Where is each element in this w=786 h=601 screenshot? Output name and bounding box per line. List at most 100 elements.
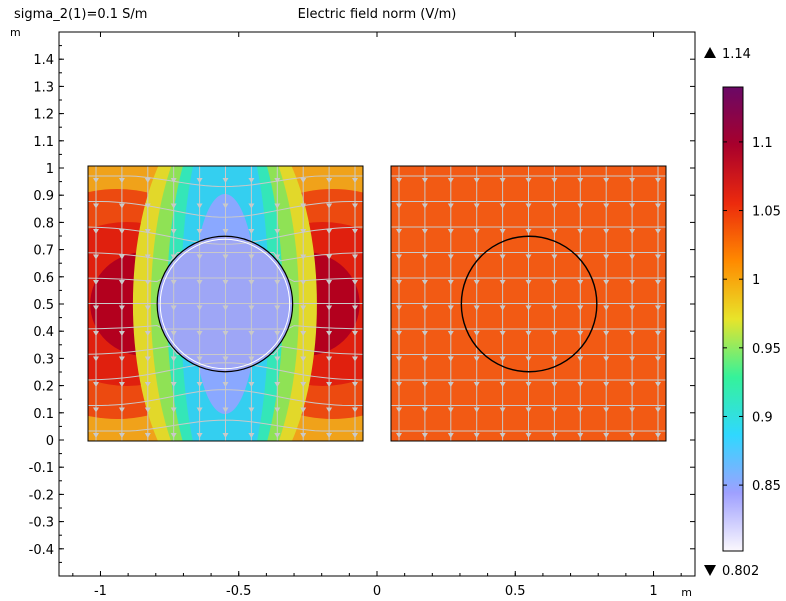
field-arrow — [577, 229, 584, 234]
field-arrow — [300, 356, 307, 362]
field-arrow — [248, 203, 255, 209]
field-arrow — [525, 203, 532, 209]
field-arrow — [603, 203, 610, 209]
x-axis-unit-label: m — [681, 586, 692, 599]
field-arrow — [499, 331, 506, 336]
y-tick-label: 0.3 — [33, 352, 54, 367]
field-arrow — [352, 178, 358, 183]
field-arrow — [118, 382, 125, 387]
field-arrow — [196, 331, 203, 336]
field-arrow — [499, 178, 506, 183]
field-arrow — [352, 433, 358, 438]
field-arrow — [118, 356, 125, 362]
field-arrow — [326, 407, 333, 413]
field-arrow — [473, 382, 480, 387]
field-arrow — [655, 356, 661, 362]
field-arrow — [274, 229, 281, 234]
field-arrow — [551, 433, 558, 438]
field-arrow — [577, 280, 584, 285]
field-arrow — [196, 305, 203, 311]
field-arrow — [170, 356, 177, 362]
field-arrow — [603, 356, 610, 362]
field-arrow — [629, 356, 636, 362]
field-arrow — [473, 407, 480, 413]
field-arrow — [421, 280, 428, 285]
left-inclusion-outline — [156, 235, 294, 373]
left-domain-border — [87, 165, 364, 442]
field-arrow — [447, 407, 454, 413]
field-arrow — [577, 407, 584, 413]
right-field-arrows — [391, 166, 666, 441]
field-arrow — [326, 280, 333, 285]
field-arrow — [93, 382, 99, 387]
field-arrow — [300, 254, 307, 260]
field-arrow — [222, 178, 229, 183]
field-arrow — [499, 356, 506, 362]
field-arrow — [248, 382, 255, 387]
field-arrow — [447, 203, 454, 209]
colorbar-tick-label: 0.85 — [752, 479, 781, 494]
y-tick-label: 0 — [46, 434, 54, 449]
field-arrow — [274, 178, 281, 183]
field-arrow — [525, 382, 532, 387]
field-arrow — [144, 331, 151, 336]
field-arrow — [170, 178, 177, 183]
field-arrow — [421, 254, 428, 260]
field-arrow — [499, 407, 506, 413]
y-axis-unit-label: m — [10, 26, 21, 39]
field-arrow — [421, 305, 428, 311]
colorbar-max-triangle-icon — [704, 47, 716, 58]
field-arrow — [300, 229, 307, 234]
field-arrow — [603, 331, 610, 336]
colorbar-min-label: 0.802 — [722, 564, 759, 579]
field-arrow — [577, 178, 584, 183]
colorbar-tick-label: 0.9 — [752, 410, 773, 425]
field-arrow — [248, 178, 255, 183]
x-tick-label: -0.5 — [226, 584, 251, 599]
field-arrow — [499, 280, 506, 285]
field-arrow — [499, 229, 506, 234]
field-arrow — [352, 407, 358, 413]
field-arrow — [300, 280, 307, 285]
y-tick-label: -0.2 — [29, 488, 54, 503]
field-arrow — [655, 305, 661, 311]
field-arrow — [577, 254, 584, 260]
field-arrow — [499, 254, 506, 260]
field-arrow — [118, 229, 125, 234]
field-arrow — [352, 254, 358, 260]
field-arrow — [603, 407, 610, 413]
field-arrow — [222, 382, 229, 387]
field-arrow — [447, 331, 454, 336]
field-arrow — [248, 280, 255, 285]
left-inclusion-rim — [159, 238, 291, 370]
field-arrow — [222, 254, 229, 260]
right-inclusion-outline — [460, 235, 598, 373]
field-arrow — [248, 305, 255, 311]
y-tick-label: 0.2 — [33, 380, 54, 395]
field-arrow — [551, 229, 558, 234]
field-arrow — [326, 433, 333, 438]
field-arrow — [655, 203, 661, 209]
field-arrow — [551, 305, 558, 311]
field-arrow — [396, 178, 402, 183]
field-arrow — [326, 178, 333, 183]
field-arrow — [499, 305, 506, 311]
x-tick-label: 0.5 — [505, 584, 526, 599]
field-arrow — [93, 203, 99, 209]
field-arrow — [274, 280, 281, 285]
field-arrow — [473, 229, 480, 234]
field-arrow — [421, 382, 428, 387]
field-arrow — [170, 331, 177, 336]
y-tick-label: 1 — [46, 162, 54, 177]
field-arrow — [196, 280, 203, 285]
field-arrow — [603, 433, 610, 438]
field-arrow — [93, 433, 99, 438]
field-arrow — [222, 229, 229, 234]
field-arrow — [274, 382, 281, 387]
field-arrow — [421, 356, 428, 362]
field-arrow — [196, 382, 203, 387]
parameter-label: sigma_2(1)=0.1 S/m — [14, 7, 147, 22]
field-arrow — [326, 203, 333, 209]
x-tick-label: 1 — [649, 584, 657, 599]
